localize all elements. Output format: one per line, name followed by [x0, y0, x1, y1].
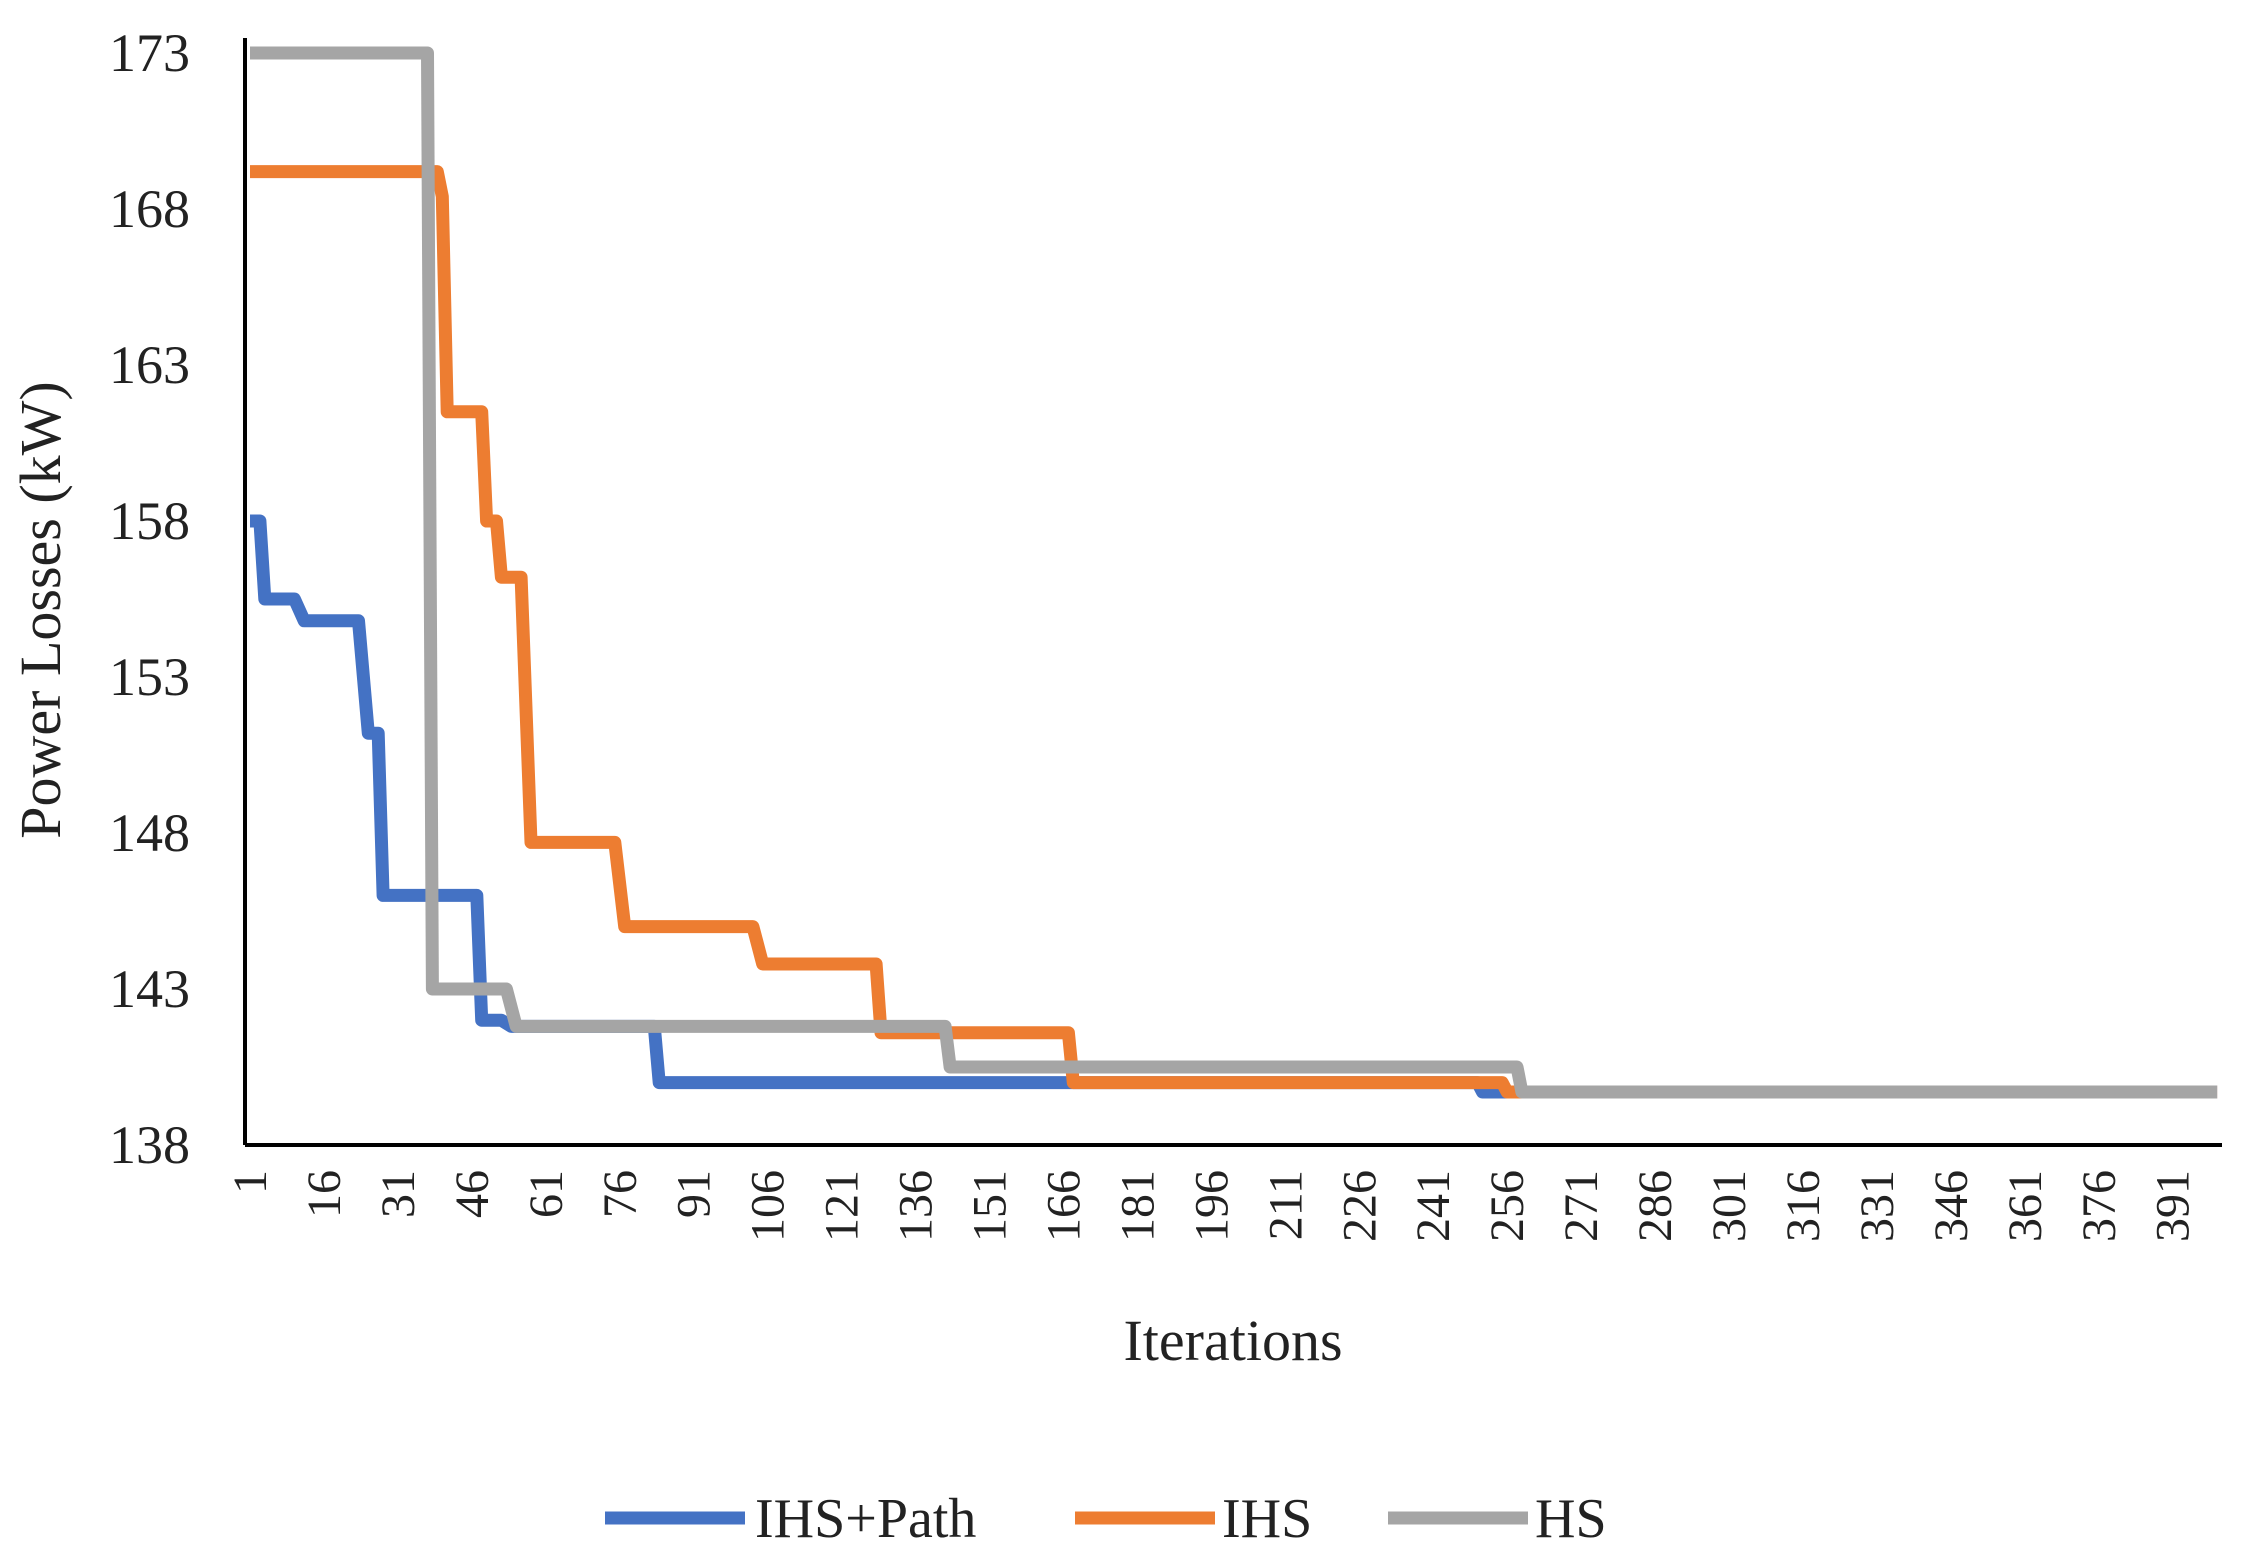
x-tick-label: 241 — [1407, 1170, 1460, 1242]
legend-label: IHS — [1222, 1488, 1312, 1550]
x-tick-label: 46 — [446, 1170, 499, 1218]
x-axis-ticks: 1 16 31 46 61 76 91 106 121 136 151 166 181 196 211 226… — [224, 1170, 2200, 1242]
x-tick-label: 91 — [668, 1170, 721, 1218]
x-tick-label: 256 — [1481, 1170, 1534, 1242]
x-tick-label: 271 — [1555, 1170, 1608, 1242]
y-tick-label: 163 — [109, 335, 190, 395]
y-tick-label: 168 — [109, 179, 190, 239]
x-tick-label: 391 — [2147, 1170, 2200, 1242]
legend: IHS+Path IHS HS — [605, 1488, 1607, 1550]
y-tick-label: 158 — [109, 491, 190, 551]
y-tick-label: 138 — [109, 1115, 190, 1175]
y-axis-title: Power Losses (kW) — [8, 381, 73, 838]
series-layer — [250, 46, 2218, 1099]
x-tick-label: 331 — [1851, 1170, 1904, 1242]
x-tick-label: 121 — [816, 1170, 869, 1242]
x-tick-label: 301 — [1703, 1170, 1756, 1242]
x-tick-label: 226 — [1333, 1170, 1386, 1242]
x-tick-label: 1 — [224, 1170, 277, 1194]
x-tick-label: 286 — [1629, 1170, 1682, 1242]
series-line-ihs — [250, 165, 2218, 1099]
legend-label: HS — [1535, 1488, 1607, 1550]
x-axis-title: Iterations — [1123, 1308, 1342, 1373]
x-tick-label: 361 — [1999, 1170, 2052, 1242]
legend-label: IHS+Path — [755, 1488, 976, 1550]
x-tick-label: 136 — [890, 1170, 943, 1242]
x-tick-label: 151 — [964, 1170, 1017, 1242]
x-tick-label: 211 — [1259, 1170, 1312, 1240]
x-tick-label: 376 — [2073, 1170, 2126, 1242]
y-tick-label: 143 — [109, 959, 190, 1019]
y-tick-label: 153 — [109, 647, 190, 707]
series-line-ihs-path — [250, 514, 2218, 1099]
x-tick-label: 316 — [1777, 1170, 1830, 1242]
x-tick-label: 61 — [520, 1170, 573, 1218]
y-tick-label: 148 — [109, 803, 190, 863]
x-tick-label: 166 — [1037, 1170, 1090, 1242]
y-axis-ticks: 173 168 163 158 153 148 143 138 — [109, 23, 190, 1175]
x-tick-label: 196 — [1185, 1170, 1238, 1242]
x-tick-label: 16 — [298, 1170, 351, 1218]
y-tick-label: 173 — [109, 23, 190, 83]
series-line-hs — [250, 46, 2218, 1099]
x-tick-label: 76 — [594, 1170, 647, 1218]
x-tick-label: 31 — [372, 1170, 425, 1218]
x-tick-label: 181 — [1111, 1170, 1164, 1242]
x-tick-label: 346 — [1925, 1170, 1978, 1242]
x-tick-label: 106 — [742, 1170, 795, 1242]
